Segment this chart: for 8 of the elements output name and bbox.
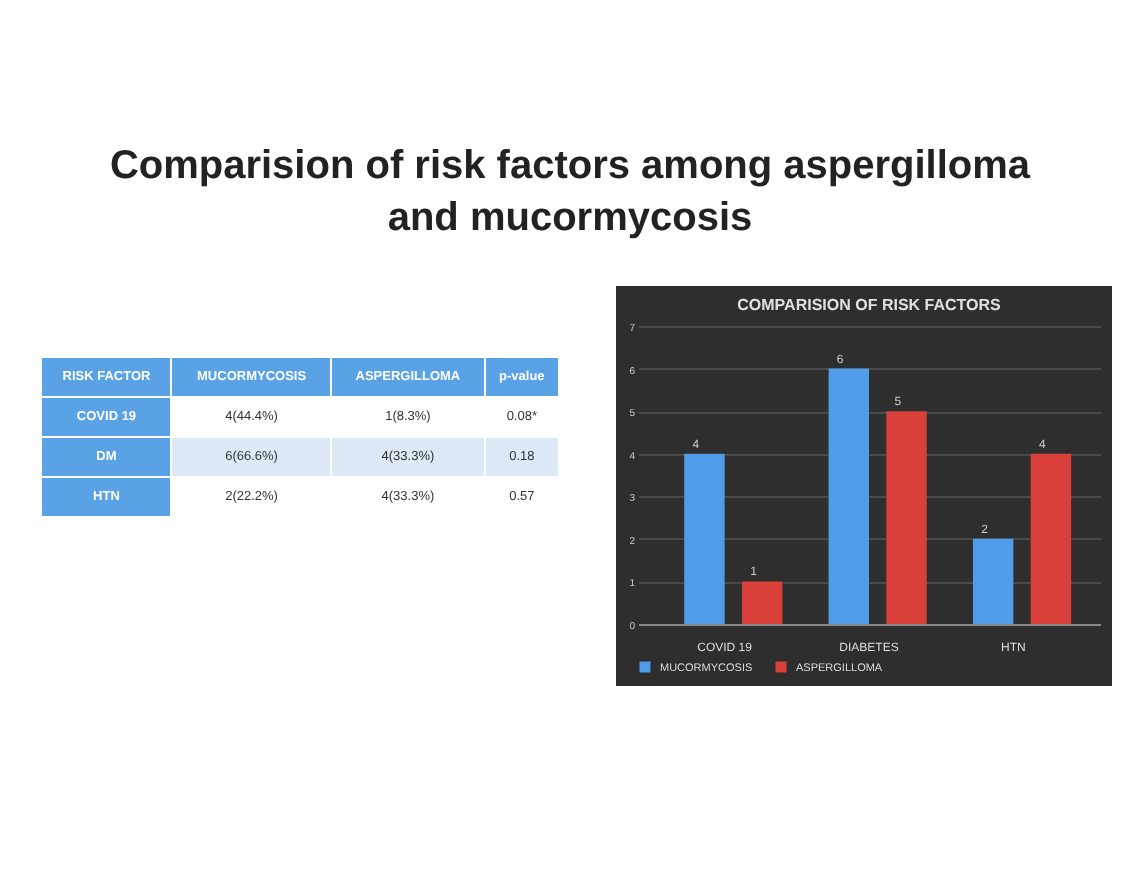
chart-title: COMPARISION OF RISK FACTORS [737, 296, 1003, 314]
bar [886, 411, 927, 624]
bar [972, 538, 1014, 624]
bar [1030, 453, 1072, 624]
bar [828, 368, 869, 624]
bar [741, 581, 783, 624]
text: Comparision of risk factors among aspergilloma and mucormycosis [107, 142, 1033, 244]
bar [684, 453, 725, 624]
